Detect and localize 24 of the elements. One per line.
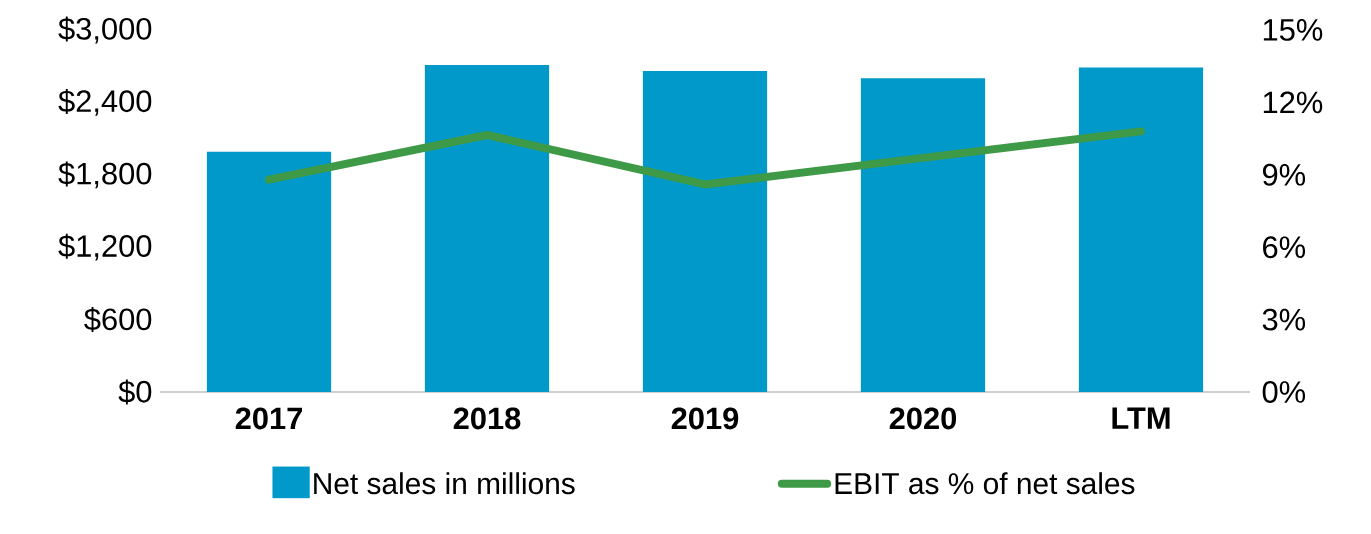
x-tick-label: LTM [1112,407,1170,429]
y-tick-label: $600 [84,307,152,333]
x-tick-label: 2018 [453,407,521,430]
y2-tick-label: 12% [1263,91,1323,114]
bar [642,71,768,392]
bar [206,151,332,392]
y2-tick-label: 9% [1262,163,1306,186]
x-tick-label: 2017 [235,407,302,430]
y2-tick-label: 6% [1263,236,1306,259]
y-tick-label: $2,400 [58,88,152,116]
legend-label: Net sales in millions [314,472,575,495]
bar [424,64,550,392]
y-tick-label: $1,200 [58,233,152,261]
y-tick-label: $0 [118,379,152,405]
y2-tick-label: 3% [1262,308,1306,331]
x-tick-label: 2020 [889,407,957,430]
y-tick-label: $1,800 [58,161,152,189]
y-tick-label: $3,000 [58,16,152,44]
bar [860,78,986,392]
x-tick-label: 2019 [671,407,739,430]
y2-tick-label: 15% [1263,19,1323,41]
bar [1078,67,1204,392]
legend-label: EBIT as % of net sales [835,472,1135,495]
y2-tick-label: 0% [1262,381,1306,403]
